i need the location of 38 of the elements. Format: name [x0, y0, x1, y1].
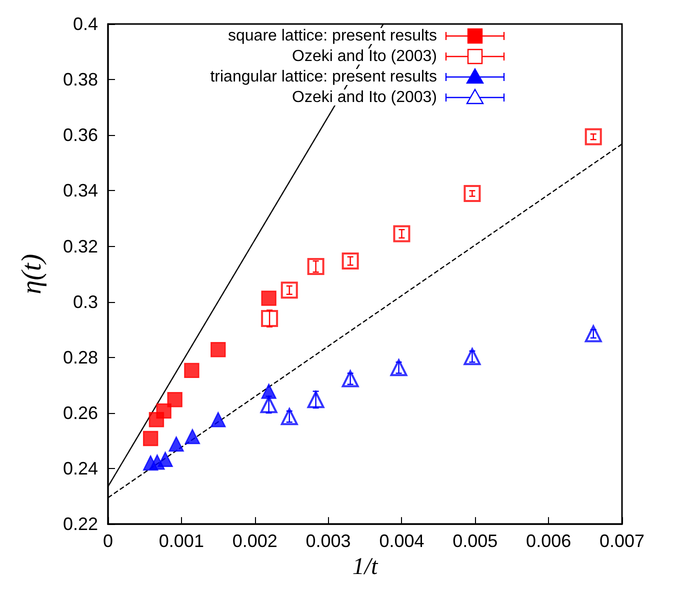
- point: [184, 428, 200, 444]
- y-tick-label: 0.26: [62, 402, 98, 423]
- point: [210, 412, 226, 428]
- point: [184, 362, 200, 378]
- x-tick-label: 0.004: [379, 531, 424, 552]
- y-tick-label: 0.32: [62, 236, 98, 256]
- x-tick-label: 0.007: [599, 531, 645, 552]
- point: [584, 128, 602, 146]
- x-tick-label: 0.005: [452, 531, 498, 552]
- x-tick-label: 0.006: [526, 531, 572, 552]
- point: [158, 452, 173, 467]
- legend-label: square lattice: present results: [228, 28, 437, 44]
- x-axis-title: 1/t: [352, 554, 379, 580]
- point: [280, 282, 298, 299]
- y-tick-label: 0.22: [62, 514, 98, 534]
- point: [142, 430, 158, 446]
- legend-label: Ozeki and Ito (2003): [292, 48, 437, 65]
- point: [261, 290, 276, 306]
- x-tick-label: 0.003: [306, 531, 351, 552]
- y-tick-label: 0.24: [62, 458, 98, 479]
- x-tick-label: 0.001: [158, 531, 204, 552]
- y-tick-label: 0.34: [62, 180, 98, 201]
- y-tick-label: 0.38: [62, 70, 98, 90]
- y-tick-label: 0.36: [62, 125, 98, 146]
- point: [261, 310, 278, 328]
- y-tick-label: 0.4: [72, 14, 98, 34]
- point: [210, 342, 226, 358]
- point: [167, 392, 182, 408]
- y-tick-label: 0.3: [72, 292, 98, 312]
- x-tick-label: 0.002: [232, 531, 278, 552]
- y-axis-title: η(t): [16, 254, 48, 294]
- point: [168, 436, 184, 452]
- point: [261, 384, 276, 399]
- x-tick-label: 0: [102, 531, 114, 552]
- legend-label: triangular lattice: present results: [210, 68, 437, 86]
- legend-label: Ozeki and Ito (2003): [292, 89, 437, 106]
- point: [156, 403, 172, 419]
- y-tick-label: 0.28: [62, 347, 98, 368]
